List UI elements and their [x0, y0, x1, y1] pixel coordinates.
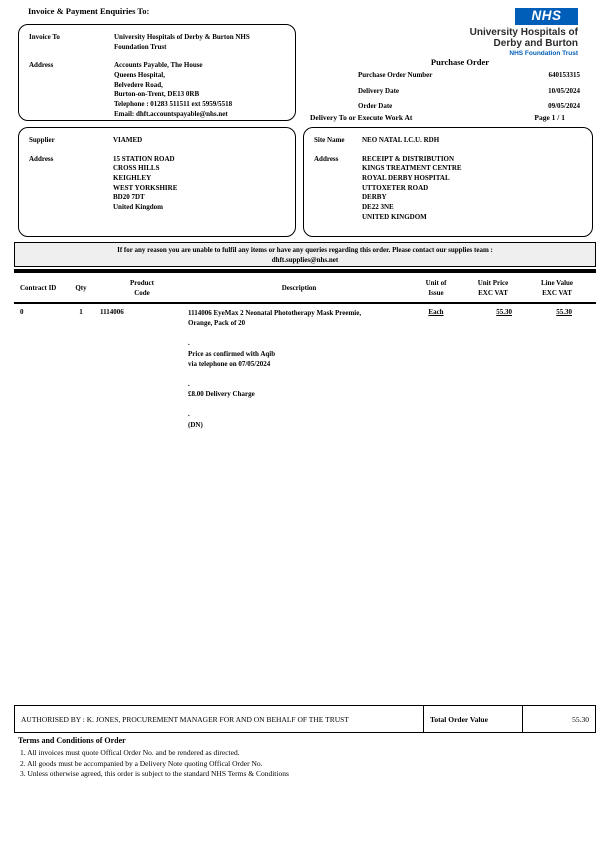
text-line: 15 STATION ROAD [113, 154, 175, 163]
trust-name-line1: University Hospitals of [469, 27, 578, 38]
text-line: 2. All goods must be accompanied by a De… [20, 758, 263, 768]
po-number-value: 640153315 [548, 71, 581, 79]
supplier-address-label: Address [29, 154, 54, 163]
text-line: Accounts Payable, The House [114, 61, 203, 70]
cell-description: 1114006 EyeMax 2 Neonatal Phototherapy M… [188, 309, 362, 429]
cell-unit-price: 55.30 [496, 308, 512, 316]
text-line: UTTOXETER ROAD [362, 183, 429, 192]
authorised-strip: AUTHORISED BY : K. JONES, PROCUREMENT MA… [14, 705, 596, 733]
text-line: RECEIPT & DISTRIBUTION [362, 154, 455, 163]
header-line-value: Line Value EXC VAT [540, 279, 574, 297]
header-qty: Qty [75, 283, 87, 292]
order-meta: Purchase Order Number 640153315 Delivery… [358, 71, 580, 118]
header-contract-id: Contract ID [20, 283, 57, 292]
total-order-value: 55.30 [572, 714, 589, 724]
text-line: Queens Hospital, [114, 70, 165, 79]
supplier-box: Supplier VIAMED Address 15 STATION ROAD C… [18, 127, 296, 237]
authorised-by-text: AUTHORISED BY : K. JONES, PROCUREMENT MA… [21, 714, 349, 724]
delivery-date-label: Delivery Date [358, 86, 400, 95]
site-box: Site Name NEO NATAL I.C.U. RDH Address R… [303, 127, 593, 237]
text-line: CROSS HILLS [113, 164, 160, 173]
site-name-row: Site Name NEO NATAL I.C.U. RDH [314, 136, 582, 146]
supplier-row: Supplier VIAMED [29, 136, 285, 146]
supplier-label: Supplier [29, 136, 55, 144]
site-name-value: NEO NATAL I.C.U. RDH [362, 136, 440, 144]
text-line: 1. All invoices must quote Offical Order… [20, 748, 240, 757]
delivery-date-value: 10/05/2024 [548, 86, 580, 95]
invoice-address-lines: Accounts Payable, The House Queens Hospit… [114, 61, 285, 119]
supplier-address-lines: 15 STATION ROAD CROSS HILLS KEIGHLEY WEST Y… [113, 155, 285, 213]
text-line: Burton-on-Trent, DE13 0RB [114, 90, 200, 99]
header-description: Description [281, 283, 317, 292]
meta-row-order-date: Order Date 09/05/2024 [358, 102, 580, 118]
invoice-to-label: Invoice To [29, 33, 60, 41]
header-rule [14, 302, 596, 304]
meta-row-po-number: Purchase Order Number 640153315 [358, 71, 580, 87]
supplies-notice-email: dhft.supplies@nhs.net [271, 256, 339, 265]
text-line: DE22 3NE [362, 202, 394, 211]
invoice-to-value: University Hospitals of Derby & Burton N… [114, 33, 250, 51]
text-line: ROYAL DERBY HOSPITAL [362, 173, 450, 182]
enquiries-heading: Invoice & Payment Enquiries To: [28, 6, 150, 16]
trust-name-line2: Derby and Burton [493, 38, 578, 50]
text-line: Email: dhft.accountspayable@nhs.net [114, 109, 228, 118]
supplier-address-row: Address 15 STATION ROAD CROSS HILLS KEIGHL… [29, 155, 285, 213]
divider-bar [14, 269, 596, 273]
text-line: DERBY [362, 193, 387, 202]
supplies-notice-line1: If for any reason you are unable to fulf… [117, 246, 493, 254]
cell-product-code: 1114006 [100, 308, 124, 316]
cell-qty: 1 [79, 308, 83, 316]
supplier-value: VIAMED [113, 136, 143, 144]
cell-line-value: 55.30 [556, 308, 572, 316]
site-address-lines: RECEIPT & DISTRIBUTION KINGS TREATMENT CE… [362, 155, 582, 223]
cell-unit-of-issue: Each [428, 308, 444, 316]
supplies-notice: If for any reason you are unable to fulf… [14, 242, 596, 267]
purchase-order-title: Purchase Order [430, 57, 490, 67]
text-line: United Kingdom [113, 202, 163, 211]
total-order-value-label: Total Order Value [423, 706, 523, 732]
delivery-to-line: Delivery To or Execute Work At Page 1 / … [310, 113, 565, 122]
header-product-code: Product Code [130, 279, 154, 297]
text-line: KEIGHLEY [113, 173, 152, 182]
text-line: Belvedere Road, [114, 80, 163, 89]
site-name-label: Site Name [314, 136, 345, 144]
foundation-trust-line: NHS Foundation Trust [509, 50, 578, 58]
site-address-label: Address [314, 154, 339, 163]
table-row: 0 1 1114006 1114006 EyeMax 2 Neonatal Ph… [14, 308, 596, 430]
nhs-logo: NHS [515, 8, 578, 25]
meta-row-delivery-date: Delivery Date 10/05/2024 [358, 87, 580, 103]
text-line: KINGS TREATMENT CENTRE [362, 164, 462, 173]
text-line: Telephone : 01283 511511 ext 5959/5518 [114, 99, 233, 108]
text-line: BD20 7DT [113, 193, 145, 202]
delivery-to-label: Delivery To or Execute Work At [310, 113, 413, 122]
order-date-label: Order Date [358, 102, 393, 110]
page-number: Page 1 / 1 [534, 113, 565, 122]
text-line: UNITED KINGDOM [362, 212, 427, 221]
terms-list: 1. All invoices must quote Offical Order… [20, 748, 289, 780]
site-address-row: Address RECEIPT & DISTRIBUTION KINGS TREA… [314, 155, 582, 223]
po-number-label: Purchase Order Number [358, 71, 433, 79]
cell-contract-id: 0 [20, 308, 24, 316]
text-line: WEST YORKSHIRE [113, 183, 178, 192]
terms-heading: Terms and Conditions of Order [18, 736, 126, 745]
invoice-address-row: Address Accounts Payable, The House Queen… [29, 61, 285, 119]
invoice-to-row: Invoice To University Hospitals of Derby… [29, 33, 285, 52]
trust-name: University Hospitals of Derby and Burton… [470, 27, 578, 58]
invoice-to-box: Invoice To University Hospitals of Derby… [18, 24, 296, 121]
header-unit-price: Unit Price EXC VAT [477, 279, 509, 297]
line-items-header: Contract ID Qty Product Code Description… [14, 276, 596, 301]
invoice-address-label: Address [29, 61, 54, 70]
order-date-value: 09/05/2024 [548, 102, 580, 110]
text-line: 3. Unless otherwise agreed, this order i… [20, 769, 289, 778]
header-unit-of-issue: Unit of Issue [425, 279, 447, 297]
